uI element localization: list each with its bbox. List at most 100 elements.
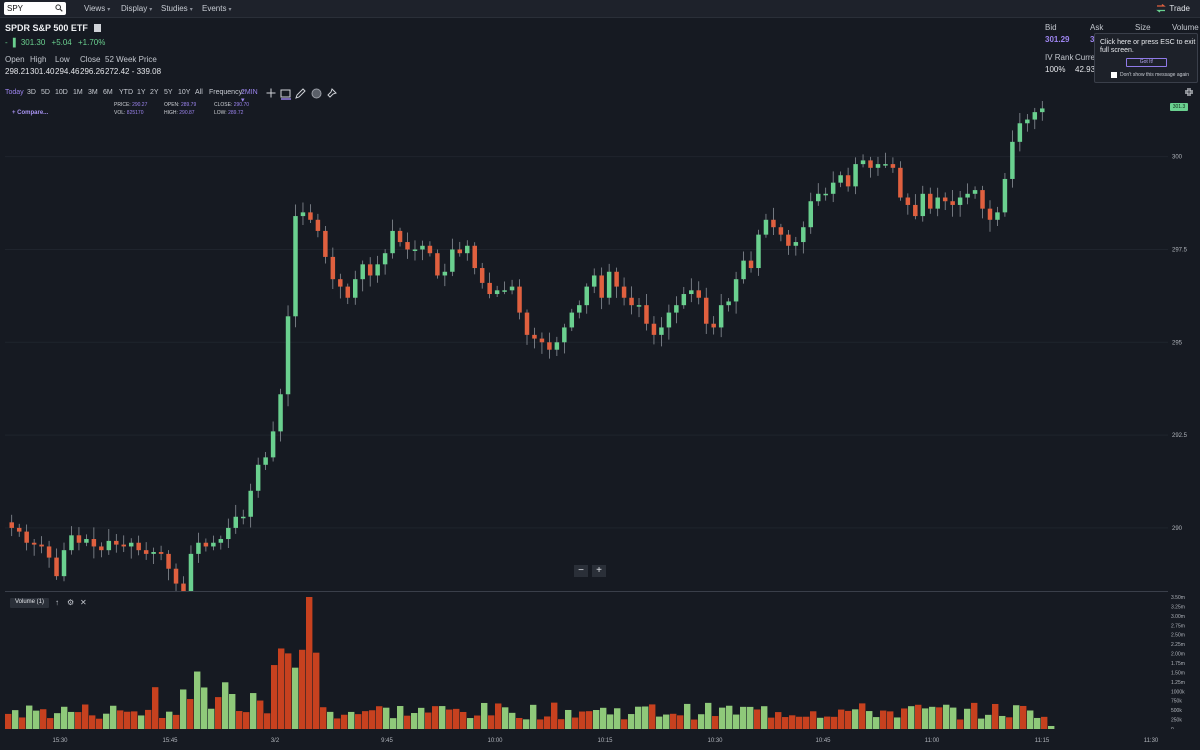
candle-body xyxy=(472,245,477,269)
chevron-down-icon: ▾ xyxy=(228,7,232,13)
volume-bar xyxy=(152,687,159,729)
price-change-pct: +1.70% xyxy=(78,38,106,47)
range-10d[interactable]: 10D xyxy=(55,89,68,96)
candle-body xyxy=(830,182,836,194)
volume-bar xyxy=(796,716,803,729)
crosshair-icon[interactable] xyxy=(266,88,276,98)
volume-tick-label: 2.25m xyxy=(1171,642,1185,648)
volume-bar xyxy=(96,718,103,729)
range-1y[interactable]: 1Y xyxy=(137,89,146,96)
menu-views[interactable]: Views ▾ xyxy=(84,4,110,13)
volume-study-tag[interactable]: Volume (1) xyxy=(10,598,50,608)
candle-body xyxy=(465,245,470,254)
candle-body xyxy=(883,164,888,166)
range-ytd[interactable]: YTD xyxy=(119,89,133,96)
range-today[interactable]: Today xyxy=(5,89,24,96)
volume-bar xyxy=(852,709,859,729)
range-1m[interactable]: 1M xyxy=(73,89,83,96)
volume-bar xyxy=(285,653,292,729)
candle-body xyxy=(532,334,537,339)
exit-fullscreen-icon[interactable] xyxy=(1184,87,1194,97)
bid-value: 301.29 xyxy=(1045,35,1070,44)
volume-bar xyxy=(691,719,698,729)
volume-bar xyxy=(586,711,593,729)
trade-button[interactable]: Trade xyxy=(1156,4,1190,13)
price-chart[interactable] xyxy=(5,101,1168,591)
candle-body xyxy=(890,164,896,168)
volume-bar xyxy=(999,715,1006,729)
panel-divider[interactable] xyxy=(5,591,1168,592)
menu-events[interactable]: Events ▾ xyxy=(202,4,231,13)
zoom-out-button[interactable]: − xyxy=(574,565,588,577)
gear-icon[interactable]: ⚙ xyxy=(67,598,75,607)
candle-body xyxy=(106,540,112,551)
volume-bar xyxy=(929,706,936,729)
volume-bar xyxy=(40,709,47,729)
candle-body xyxy=(54,557,59,577)
range-all[interactable]: All xyxy=(195,89,203,96)
volume-bar xyxy=(621,719,628,729)
menu-studies[interactable]: Studies ▾ xyxy=(161,4,193,13)
chevron-down-icon: ▾ xyxy=(149,7,153,13)
candle-body xyxy=(815,193,821,202)
candle-body xyxy=(1032,112,1038,120)
range-5d[interactable]: 5D xyxy=(41,89,50,96)
volume-bar xyxy=(831,716,838,729)
zoom-in-button[interactable]: + xyxy=(592,565,606,577)
range-3m[interactable]: 3M xyxy=(88,89,98,96)
volume-bar xyxy=(404,715,411,729)
volume-bar xyxy=(110,705,117,729)
candle-body xyxy=(957,197,963,205)
price-change: +5.04 xyxy=(51,38,72,47)
chart-type-icon[interactable] xyxy=(280,88,292,100)
price-line: - ▌ 301.30 +5.04 +1.70% xyxy=(5,38,105,47)
fullscreen-message: Click here or press ESC to exit full scr… xyxy=(1100,39,1196,54)
got-it-button[interactable]: Got It! xyxy=(1126,58,1167,67)
pin-icon[interactable] xyxy=(326,88,337,99)
document-icon[interactable] xyxy=(93,24,101,32)
dont-show-checkbox[interactable] xyxy=(1111,72,1117,78)
volume-chart[interactable] xyxy=(5,593,1168,729)
volume-tick-label: 3.00m xyxy=(1171,614,1185,620)
close-icon[interactable]: ✕ xyxy=(80,598,87,607)
range-5y[interactable]: 5Y xyxy=(164,89,173,96)
volume-bar xyxy=(138,715,145,729)
globe-icon[interactable] xyxy=(311,88,322,99)
candle-body xyxy=(972,190,978,194)
compare-button[interactable]: + Compare... xyxy=(12,110,49,116)
symbol-search-input[interactable]: SPY xyxy=(4,2,66,15)
candle-body xyxy=(315,219,321,231)
frequency-label: Frequency: xyxy=(209,89,245,96)
range-6m[interactable]: 6M xyxy=(103,89,113,96)
volume-bar xyxy=(54,713,61,729)
range-10y[interactable]: 10Y xyxy=(178,89,191,96)
menu-display[interactable]: Display ▾ xyxy=(121,4,152,13)
candle-body xyxy=(442,271,448,276)
volume-bar xyxy=(670,713,677,729)
volume-bar xyxy=(663,714,670,729)
candle-body xyxy=(651,323,657,335)
range-3d[interactable]: 3D xyxy=(27,89,36,96)
candle-body xyxy=(509,286,515,291)
volume-bar xyxy=(789,715,796,729)
candle-body xyxy=(696,290,701,298)
candle-body xyxy=(46,546,52,558)
volume-bar xyxy=(817,717,824,729)
frequency-select[interactable]: 2MIN ▾ xyxy=(241,89,258,104)
candle-body xyxy=(367,264,373,276)
volume-bar xyxy=(740,706,747,729)
arrow-up-icon[interactable]: ↑ xyxy=(55,598,59,607)
draw-pencil-icon[interactable] xyxy=(295,88,306,99)
volume-bar xyxy=(453,708,460,729)
fullscreen-popup[interactable]: Click here or press ESC to exit full scr… xyxy=(1094,33,1198,83)
ohlc-low-label: LOW: xyxy=(214,110,227,116)
volume-bar xyxy=(530,704,537,729)
time-tick-label: 11:00 xyxy=(925,738,940,744)
volume-tick-label: 2.75m xyxy=(1171,623,1185,629)
volume-bar xyxy=(250,693,257,729)
range-2y[interactable]: 2Y xyxy=(150,89,159,96)
volume-bar xyxy=(264,713,271,729)
candle-body xyxy=(718,305,724,328)
volume-bar xyxy=(33,710,40,729)
volume-bar xyxy=(677,715,684,729)
